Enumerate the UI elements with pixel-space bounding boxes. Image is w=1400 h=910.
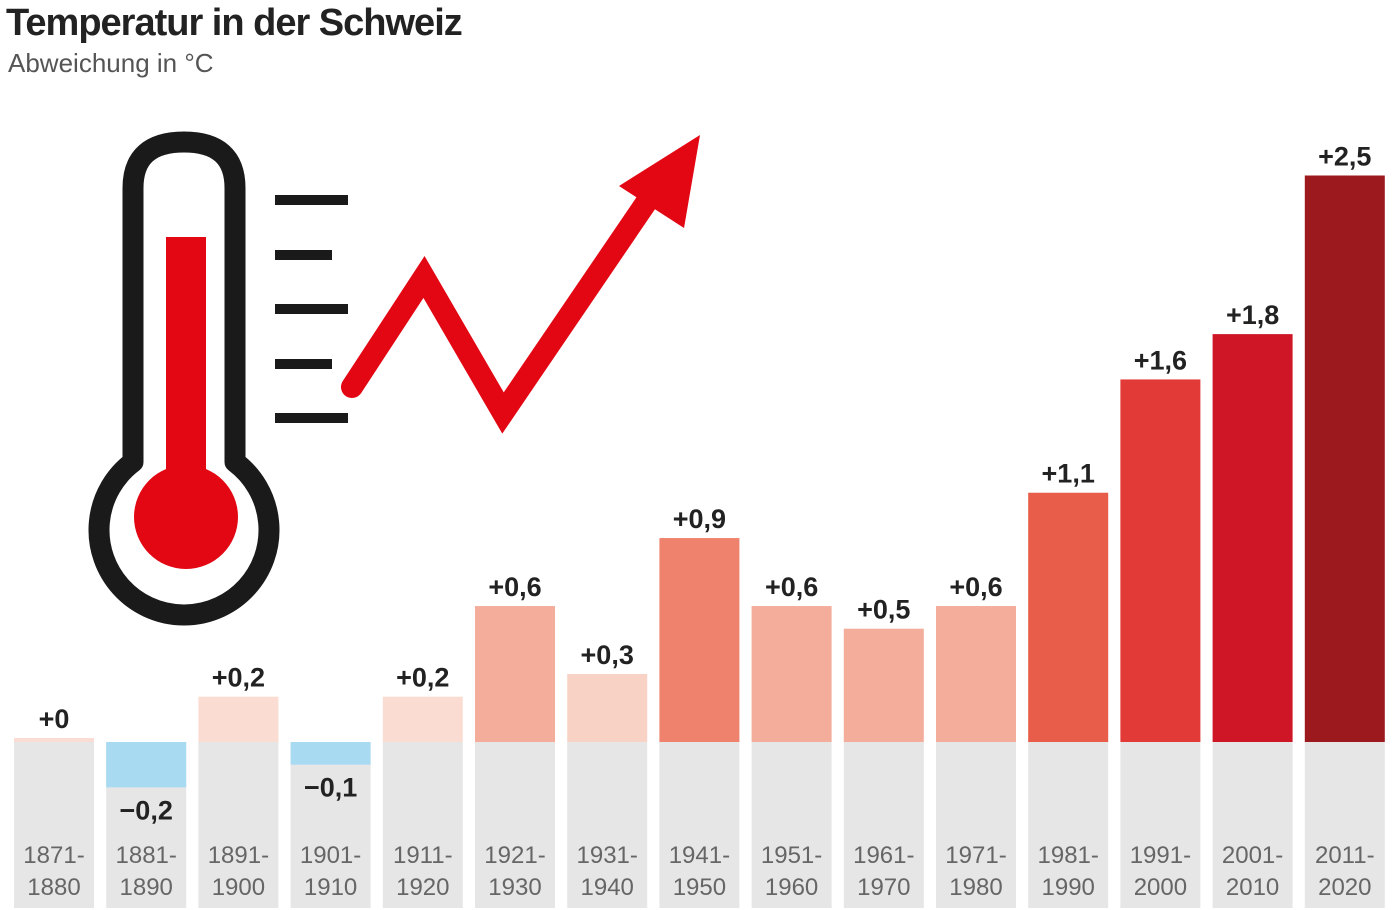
bar-group: +2,5 2011- 2020: [1304, 142, 1385, 908]
data-label: +0: [39, 704, 70, 734]
bar: [936, 606, 1016, 742]
x-tick-label: 1901-: [300, 842, 361, 869]
data-label: +0,3: [581, 640, 634, 670]
x-tick-label: 1991-: [1130, 842, 1191, 869]
x-tick-label: 2011-: [1315, 842, 1375, 869]
bar: [1212, 334, 1293, 742]
data-label: +1,8: [1226, 300, 1279, 330]
x-tick-label: 1871-: [23, 842, 84, 869]
x-tick-label: 1881-: [116, 842, 177, 869]
data-label: +0,6: [949, 572, 1002, 602]
x-tick-label: 1951-: [761, 842, 822, 869]
column-background: [382, 742, 463, 908]
bar: [843, 628, 924, 742]
data-label: +0,2: [212, 663, 265, 693]
bar: [1028, 492, 1109, 742]
x-tick-label: 1880: [27, 874, 80, 901]
bar-group: +0 1871- 1880: [14, 704, 94, 908]
column-background: [751, 742, 832, 908]
x-tick-label: 1990: [1042, 874, 1095, 901]
bar-group: +1,8 2001- 2010: [1212, 300, 1293, 908]
x-tick-label: 1920: [396, 874, 449, 901]
x-tick-label: 1921-: [484, 842, 545, 869]
bar: [290, 742, 371, 765]
bar: [1120, 379, 1201, 742]
x-tick-label: 1950: [673, 874, 726, 901]
column-background: [1304, 742, 1385, 908]
bar-group: +0,6 1921- 1930: [475, 572, 555, 908]
column-background: [1212, 742, 1293, 908]
bar: [1304, 175, 1385, 742]
data-label: +0,9: [673, 504, 726, 534]
column-background: [198, 742, 279, 908]
bar-group: +0,2 1891- 1900: [198, 663, 279, 908]
x-tick-label: 1900: [212, 874, 265, 901]
x-tick-label: 1981-: [1038, 842, 1099, 869]
column-background: [843, 742, 924, 908]
chart-title: Temperatur in der Schweiz: [6, 2, 463, 44]
x-tick-label: 1970: [857, 874, 910, 901]
bar: [198, 696, 279, 742]
bar-group: +0,6 1971- 1980: [936, 572, 1016, 908]
bar-group: −0,2 1881- 1890: [106, 742, 187, 908]
plot-area: +0 1871- 1880 −0,2 1881- 1890 +0,2 1891- 1900 −0,…: [14, 142, 1385, 908]
x-tick-label: 2020: [1318, 874, 1371, 901]
data-label: +0,6: [488, 572, 541, 602]
thermometer-icon: [88, 131, 348, 626]
x-tick-label: 1960: [765, 874, 818, 901]
thermometer-scale-ticks: [275, 195, 348, 423]
data-label: −0,2: [120, 795, 173, 825]
x-tick-label: 1890: [120, 874, 173, 901]
rising-arrow-icon: [341, 135, 700, 434]
column-background: [14, 742, 94, 908]
x-tick-label: 1931-: [577, 842, 638, 869]
bar-group: +0,6 1951- 1960: [751, 572, 832, 908]
x-tick-label: 1971-: [945, 842, 1006, 869]
bar: [659, 538, 740, 742]
x-tick-label: 1941-: [669, 842, 730, 869]
column-background: [659, 742, 740, 908]
x-tick-label: 1980: [949, 874, 1002, 901]
data-label: +0,5: [857, 595, 910, 625]
x-tick-label: 1911-: [393, 842, 453, 869]
bar: [106, 742, 187, 788]
x-tick-label: 1891-: [208, 842, 269, 869]
bar-group: +0,2 1911- 1920: [382, 663, 463, 908]
data-label: +0,2: [396, 663, 449, 693]
bar-group: +0,5 1961- 1970: [843, 595, 924, 908]
x-tick-label: 1930: [488, 874, 541, 901]
chart-subtitle: Abweichung in °C: [8, 48, 214, 78]
column-background: [936, 742, 1016, 908]
bar-group: +1,6 1991- 2000: [1120, 345, 1201, 908]
column-background: [290, 742, 371, 908]
bar-group: +1,1 1981- 1990: [1028, 459, 1109, 908]
column-background: [1120, 742, 1201, 908]
data-label: +2,5: [1318, 142, 1371, 172]
bar-group: +0,9 1941- 1950: [659, 504, 740, 908]
x-tick-label: 2000: [1134, 874, 1187, 901]
column-background: [1028, 742, 1109, 908]
data-label: +1,6: [1134, 345, 1187, 375]
column-background: [475, 742, 555, 908]
bar-group: +0,3 1931- 1940: [567, 640, 648, 908]
x-tick-label: 2001-: [1222, 842, 1283, 869]
data-label: +0,6: [765, 572, 818, 602]
data-label: +1,1: [1042, 459, 1095, 489]
x-tick-label: 1940: [581, 874, 634, 901]
bar: [14, 738, 94, 742]
bar: [751, 606, 832, 742]
x-tick-label: 1910: [304, 874, 357, 901]
bar-group: −0,1 1901- 1910: [290, 742, 371, 908]
bar: [567, 674, 648, 742]
x-tick-label: 2010: [1226, 874, 1279, 901]
data-label: −0,1: [304, 773, 357, 803]
bar: [475, 606, 555, 742]
x-tick-label: 1961-: [853, 842, 914, 869]
bar: [382, 696, 463, 742]
column-background: [567, 742, 648, 908]
